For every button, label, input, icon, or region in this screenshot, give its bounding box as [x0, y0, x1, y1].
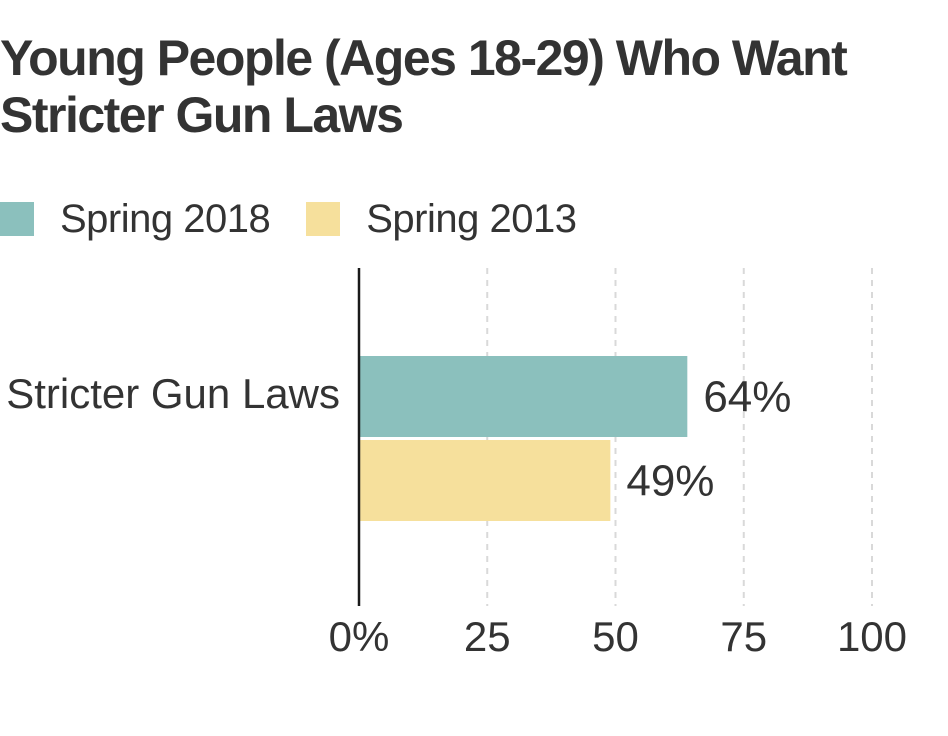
data-label-spring-2018: 64% — [703, 373, 791, 422]
x-tick-label-0: 0% — [329, 613, 390, 660]
x-tick-label-50: 50 — [592, 613, 639, 660]
legend-swatch-spring-2018 — [0, 202, 34, 236]
legend-item-spring-2013: Spring 2013 — [306, 196, 577, 242]
legend-item-spring-2018: Spring 2018 — [0, 196, 271, 242]
legend: Spring 2018 Spring 2013 — [0, 194, 612, 244]
bars — [359, 356, 688, 521]
legend-label-spring-2013: Spring 2013 — [366, 196, 577, 241]
labels: 64% 49% Stricter Gun Laws 0% 25 50 75 100 — [6, 370, 907, 660]
chart-title: Young People (Ages 18-29) Who Want Stric… — [0, 30, 848, 143]
x-tick-label-25: 25 — [464, 613, 511, 660]
bar-spring-2018 — [359, 356, 688, 437]
x-tick-label-100: 100 — [837, 613, 907, 660]
category-label: Stricter Gun Laws — [6, 370, 340, 417]
legend-swatch-spring-2013 — [306, 202, 341, 236]
data-label-spring-2013: 49% — [626, 457, 714, 506]
legend-label-spring-2018: Spring 2018 — [60, 196, 271, 241]
x-tick-label-75: 75 — [720, 613, 767, 660]
bar-spring-2013 — [359, 440, 611, 521]
